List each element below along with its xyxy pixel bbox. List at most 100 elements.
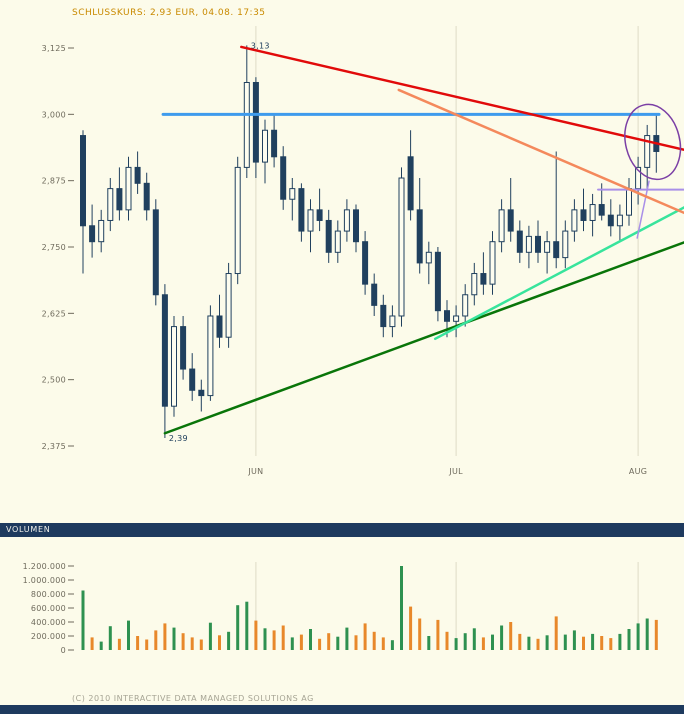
volume-bar: [481, 637, 485, 650]
volume-axis-label: 1.000.000: [23, 576, 66, 585]
candle: [243, 81, 250, 168]
volume-axis-label: 600.000: [31, 604, 66, 613]
volume-bar: [354, 635, 358, 650]
volume-bar: [554, 616, 558, 650]
candle: [507, 209, 514, 232]
candle: [553, 241, 560, 259]
month-axis-label: JUL: [448, 467, 463, 476]
price-axis-label: 3,000: [42, 110, 66, 119]
candle: [407, 156, 414, 211]
candles-layer: [80, 45, 660, 439]
candle: [626, 188, 632, 216]
volume-bar: [445, 631, 449, 650]
candle: [252, 81, 259, 163]
candle: [262, 129, 268, 163]
volume-bar: [154, 630, 158, 650]
candle: [334, 230, 341, 253]
volume-bar: [208, 622, 212, 650]
candle: [161, 294, 168, 407]
candle: [189, 368, 196, 391]
candle: [125, 166, 132, 211]
candle: [80, 135, 86, 227]
volume-bars-layer: [81, 566, 658, 650]
trendlines-layer: [161, 45, 684, 435]
price-annotation: 2,39: [169, 434, 188, 443]
volume-bar: [117, 638, 121, 650]
price-axis-label: 2,750: [42, 243, 66, 252]
volume-bar: [572, 630, 576, 650]
volume-bar: [654, 619, 658, 650]
candle: [371, 283, 378, 306]
candle: [635, 166, 642, 190]
downtrend-from-high: [240, 45, 684, 152]
bottom-bar: [0, 705, 684, 714]
candle: [544, 241, 551, 253]
downtrend-inner: [397, 88, 684, 215]
candle: [289, 188, 296, 200]
volume-bar: [582, 636, 585, 650]
volume-panel-header: VOLUMEN: [0, 523, 684, 537]
candle: [134, 166, 141, 184]
candle: [389, 315, 396, 328]
candle: [434, 251, 441, 312]
volume-bar: [400, 566, 403, 650]
volume-bar: [600, 636, 604, 650]
volume-bar: [108, 626, 112, 650]
candle: [589, 204, 596, 221]
volume-bar: [390, 640, 394, 650]
price-axis-label: 3,125: [42, 44, 66, 53]
candle: [644, 135, 651, 168]
volume-bar: [190, 637, 194, 650]
uptrend-from-low: [163, 241, 684, 435]
volume-bar: [172, 627, 176, 650]
volume-bar: [281, 625, 285, 650]
volume-panel-title: VOLUMEN: [6, 525, 51, 534]
candle: [198, 389, 205, 397]
volume-bar: [591, 633, 595, 650]
volume-bar: [427, 636, 431, 650]
candle: [516, 230, 523, 253]
price-axis-label: 2,875: [42, 177, 66, 186]
volume-axis-label: 0: [61, 646, 66, 655]
volume-bar: [299, 634, 303, 650]
volume-bar: [563, 634, 567, 650]
volume-bar: [518, 633, 522, 650]
volume-bar: [372, 631, 376, 650]
price-axis-label: 2,625: [42, 309, 66, 318]
candle: [498, 209, 505, 243]
volume-bar: [527, 636, 531, 650]
volume-bar: [627, 629, 631, 650]
volume-bar: [609, 638, 613, 650]
candle: [562, 230, 569, 259]
volume-bar: [99, 641, 103, 650]
volume-bar: [272, 630, 276, 650]
candle: [152, 209, 159, 296]
candle: [489, 241, 496, 285]
volume-bar: [436, 619, 440, 650]
volume-bar: [90, 637, 94, 650]
highlight-ellipse: [624, 103, 682, 181]
candle: [525, 235, 532, 253]
candle: [471, 273, 478, 296]
volume-bar: [245, 601, 249, 650]
volume-axis-label: 800.000: [31, 590, 66, 599]
volume-bar: [163, 623, 167, 650]
candle: [598, 204, 605, 216]
volume-bar: [127, 620, 130, 650]
volume-bar: [509, 622, 513, 650]
volume-bar: [381, 637, 385, 650]
candle: [480, 273, 487, 285]
volume-bar: [491, 634, 494, 650]
volume-bar: [218, 635, 221, 650]
candle: [416, 209, 423, 264]
candle: [307, 209, 314, 232]
candle: [607, 214, 614, 227]
candle: [180, 326, 187, 370]
volume-bar: [363, 623, 367, 650]
volume-bar: [454, 638, 458, 650]
volume-bar: [181, 633, 185, 650]
candle: [98, 219, 105, 243]
candle: [171, 326, 177, 407]
volume-bar: [345, 627, 349, 650]
